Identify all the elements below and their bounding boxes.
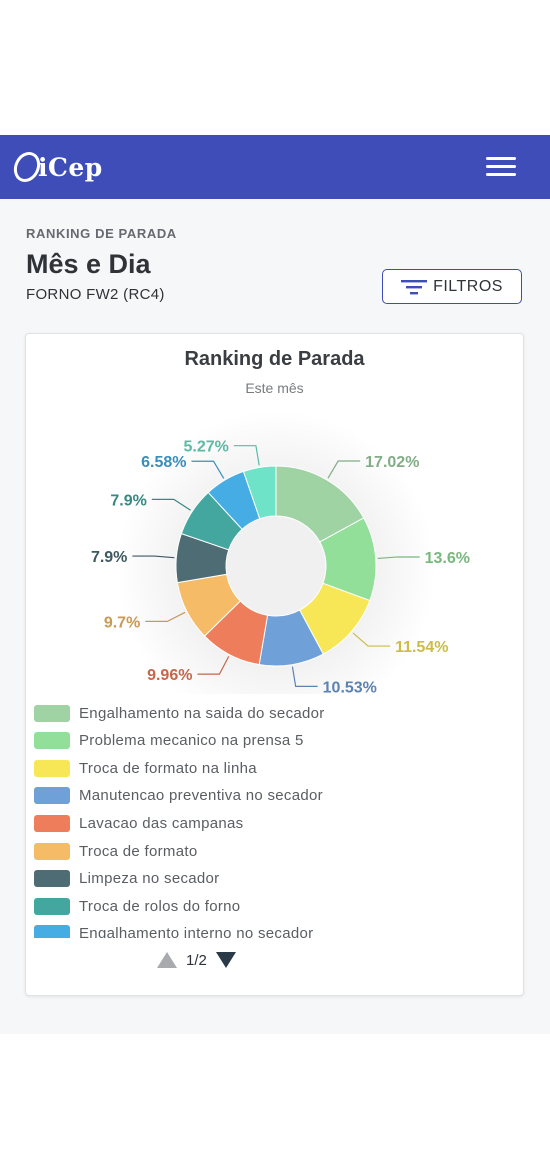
slice-data-label: 10.53% [323, 679, 377, 694]
label-leader-line [151, 498, 191, 511]
menu-icon-bar [486, 173, 516, 176]
label-leader-line [145, 611, 186, 622]
label-leader-line [197, 656, 230, 675]
legend-label: Problema mecanico na prensa 5 [79, 732, 304, 750]
filters-button-label: FILTROS [433, 277, 503, 295]
chart-subtitle: Este mês [245, 380, 304, 396]
legend-item[interactable]: Engalhamento interno no secador [34, 923, 313, 938]
legend-pager: 1/2 [156, 950, 237, 970]
app-screen: iCep RANKING DE PARADA Mês e Dia FORNO F… [0, 135, 550, 1034]
legend-swatch [34, 704, 70, 722]
legend-swatch [34, 897, 70, 915]
legend-label: Troca de formato [79, 842, 198, 860]
slice-data-label: 6.58% [141, 454, 186, 471]
legend-item[interactable]: Engalhamento na saida do secador [34, 702, 325, 724]
filters-button[interactable]: FILTROS [382, 269, 522, 304]
legend-item[interactable]: Manutencao preventiva no secador [34, 785, 323, 807]
legend-swatch [34, 759, 70, 777]
pager-label: 1/2 [186, 951, 207, 969]
label-leader-line [233, 445, 260, 466]
label-leader-line [377, 556, 420, 560]
slice-data-label: 5.27% [184, 439, 229, 456]
section-eyebrow: RANKING DE PARADA [26, 226, 177, 241]
slice-data-label: 9.7% [104, 614, 140, 631]
slice-data-label: 13.6% [425, 550, 470, 567]
label-leader-line [191, 460, 225, 479]
legend-item[interactable]: Limpeza no secador [34, 868, 219, 890]
navbar: iCep [0, 135, 550, 199]
logo-icon [13, 151, 41, 183]
legend-label: Engalhamento na saida do secador [79, 704, 325, 722]
slice-data-label: 17.02% [365, 454, 419, 471]
legend-label: Manutencao preventiva no secador [79, 787, 323, 805]
legend-label: Troca de rolos do forno [79, 897, 241, 915]
slice-data-label: 7.9% [91, 549, 127, 566]
chart-title: Ranking de Parada [184, 348, 365, 370]
donut-chart: 17.02% 13.6% 11.54% 10.53% 9.96% 9.7% 7.9% 7.9%… [91, 410, 470, 694]
slice-data-label: 7.9% [110, 492, 146, 509]
legend-label: Limpeza no secador [79, 870, 220, 888]
label-leader-line [352, 632, 391, 647]
page-title: Mês e Dia [26, 249, 151, 279]
legend-swatch [34, 870, 70, 888]
page-subtitle: FORNO FW2 (RC4) [26, 286, 165, 303]
page-down-icon[interactable] [215, 951, 237, 969]
slice-data-label: 9.96% [147, 667, 192, 684]
legend-item[interactable]: Troca de rolos do forno [34, 895, 240, 917]
legend-swatch [34, 842, 70, 860]
page-up-icon[interactable] [156, 951, 178, 969]
legend-label: Lavacao das campanas [79, 814, 244, 832]
hamburger-menu-button[interactable] [486, 157, 516, 177]
legend-label: Troca de formato na linha [79, 759, 257, 777]
filter-icon [401, 279, 428, 294]
legend-label: Engalhamento interno no secador [79, 925, 314, 938]
label-leader-line [291, 666, 318, 688]
legend-item[interactable]: Troca de formato na linha [34, 757, 257, 779]
legend-item[interactable]: Troca de formato [34, 840, 197, 862]
legend-swatch [34, 925, 70, 938]
app-logo[interactable]: iCep [12, 149, 103, 185]
legend-item[interactable]: Problema mecanico na prensa 5 [34, 730, 304, 752]
logo-text: iCep [38, 152, 103, 182]
label-leader-line [132, 555, 175, 559]
donut-slice[interactable] [242, 465, 277, 520]
chart-card: Ranking de Parada Este mês 17.02% 13.6% 11… [25, 333, 524, 996]
label-leader-line [327, 460, 361, 479]
legend-swatch [34, 787, 70, 805]
legend-swatch [34, 814, 70, 832]
legend-swatch [34, 732, 70, 750]
slice-data-label: 11.54% [395, 639, 448, 656]
menu-icon-bar [486, 157, 516, 160]
menu-icon-bar [486, 165, 516, 168]
legend-item[interactable]: Lavacao das campanas [34, 812, 243, 834]
chart-legend: Engalhamento na saida do secador Problema… [34, 702, 514, 938]
